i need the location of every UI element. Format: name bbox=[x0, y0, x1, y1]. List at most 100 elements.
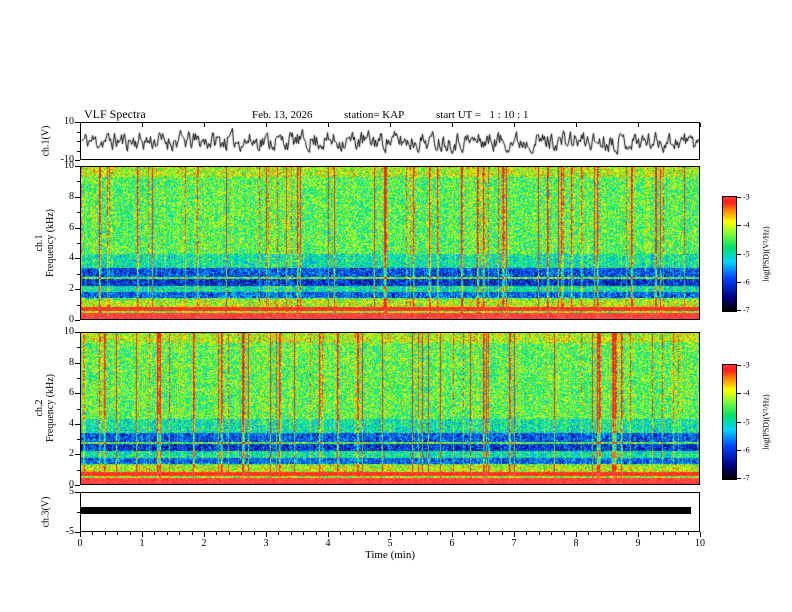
y-tick-label: 0 bbox=[69, 478, 74, 490]
x-major-tick-mark bbox=[638, 532, 639, 537]
x-minor-tick-mark bbox=[167, 532, 168, 535]
y-minor-tick-mark bbox=[77, 409, 80, 410]
colorbar-tick-label: -7 bbox=[743, 473, 750, 483]
y-major-tick-mark bbox=[75, 424, 80, 425]
x-major-tick-mark bbox=[390, 532, 391, 537]
colorbar-tick-label: -5 bbox=[743, 417, 750, 427]
ch1-frequency-label: Frequency (kHz) bbox=[45, 208, 56, 278]
colorbar-tick-mark bbox=[737, 422, 741, 423]
ch2-channel-label: ch.2 bbox=[34, 399, 45, 417]
header-station: station= KAP bbox=[344, 109, 405, 121]
y-minor-tick-mark bbox=[77, 212, 80, 213]
ch1-waveform-panel bbox=[80, 122, 700, 160]
y-major-tick-mark bbox=[75, 485, 80, 486]
ch3-voltage-axis-label: ch.3(V) bbox=[40, 496, 52, 528]
x-minor-tick-mark bbox=[650, 532, 651, 535]
y-major-tick-mark bbox=[75, 197, 80, 198]
ch1-spectrogram-plot bbox=[81, 167, 699, 319]
colorbar-tick-label: -4 bbox=[743, 220, 750, 230]
x-tick-label: 3 bbox=[263, 538, 269, 549]
ch1-waveform-plot bbox=[81, 123, 699, 159]
x-minor-tick-mark bbox=[117, 532, 118, 535]
x-minor-tick-mark bbox=[464, 532, 465, 535]
x-minor-tick-mark bbox=[675, 532, 676, 535]
x-minor-tick-mark bbox=[502, 532, 503, 535]
colorbar-ch1 bbox=[722, 196, 737, 312]
y-major-tick-mark bbox=[75, 289, 80, 290]
ch3-saturated-signal bbox=[81, 507, 691, 514]
colorbar-tick-label: -6 bbox=[743, 277, 750, 287]
x-minor-tick-mark bbox=[340, 532, 341, 535]
x-minor-tick-mark bbox=[92, 532, 93, 535]
header-start-ut: start UT = 1 : 10 : 1 bbox=[436, 109, 529, 121]
x-minor-tick-mark bbox=[192, 532, 193, 535]
x-minor-tick-mark bbox=[105, 532, 106, 535]
x-tick-label: 7 bbox=[511, 538, 517, 549]
y-tick-label: 4 bbox=[69, 417, 74, 429]
x-minor-tick-mark bbox=[601, 532, 602, 535]
x-major-tick-mark bbox=[266, 532, 267, 537]
x-major-tick-mark bbox=[638, 123, 639, 127]
ch1-spectrogram-panel bbox=[80, 166, 700, 320]
y-major-tick-mark bbox=[75, 228, 80, 229]
colorbar-tick-mark bbox=[737, 478, 741, 479]
y-major-tick-mark bbox=[75, 122, 80, 123]
x-minor-tick-mark bbox=[427, 532, 428, 535]
y-minor-tick-mark bbox=[77, 439, 80, 440]
x-tick-label: 5 bbox=[387, 538, 393, 549]
x-minor-tick-mark bbox=[551, 532, 552, 535]
x-tick-label: 9 bbox=[635, 538, 641, 549]
colorbar-tick-mark bbox=[737, 310, 741, 311]
x-major-tick-mark bbox=[142, 532, 143, 537]
x-minor-tick-mark bbox=[316, 532, 317, 535]
y-major-tick-mark bbox=[75, 332, 80, 333]
colorbar-ch2-gradient bbox=[723, 365, 736, 479]
colorbar-tick-mark bbox=[737, 225, 741, 226]
y-major-tick-mark bbox=[75, 160, 80, 161]
x-minor-tick-mark bbox=[588, 532, 589, 535]
y-major-tick-mark bbox=[75, 320, 80, 321]
y-major-tick-mark bbox=[75, 532, 80, 533]
x-major-tick-mark bbox=[452, 532, 453, 537]
x-minor-tick-mark bbox=[613, 532, 614, 535]
ch1-frequency-axis-label: ch.1 Frequency (kHz) bbox=[34, 209, 56, 277]
x-minor-tick-mark bbox=[539, 532, 540, 535]
colorbar-tick-label: -3 bbox=[743, 360, 750, 370]
x-minor-tick-mark bbox=[291, 532, 292, 535]
colorbar-ch2 bbox=[722, 364, 737, 480]
colorbar-ch1-axis-label: log(PSD)(V²/Hz) bbox=[761, 226, 771, 282]
y-tick-label: 8 bbox=[69, 356, 74, 368]
y-major-tick-mark bbox=[75, 363, 80, 364]
y-major-tick-mark bbox=[75, 393, 80, 394]
y-tick-label: 10 bbox=[64, 159, 74, 171]
x-minor-tick-mark bbox=[154, 532, 155, 535]
ch1-voltage-axis-label: ch.1(V) bbox=[40, 125, 52, 157]
x-major-tick-mark bbox=[80, 123, 81, 127]
y-minor-tick-mark bbox=[77, 243, 80, 244]
colorbar-tick-label: -4 bbox=[743, 388, 750, 398]
y-tick-label: -5 bbox=[65, 525, 74, 537]
ch2-frequency-axis-label: ch.2 Frequency (kHz) bbox=[34, 374, 56, 442]
x-tick-label: 6 bbox=[449, 538, 455, 549]
x-major-tick-mark bbox=[452, 123, 453, 127]
y-minor-tick-mark bbox=[77, 512, 80, 513]
y-tick-label: 2 bbox=[69, 282, 74, 294]
x-minor-tick-mark bbox=[278, 532, 279, 535]
x-minor-tick-mark bbox=[229, 532, 230, 535]
x-minor-tick-mark bbox=[564, 532, 565, 535]
x-minor-tick-mark bbox=[526, 532, 527, 535]
ch1-channel-label: ch.1 bbox=[34, 234, 45, 252]
x-major-tick-mark bbox=[576, 532, 577, 537]
y-minor-tick-mark bbox=[77, 378, 80, 379]
x-major-tick-mark bbox=[700, 123, 701, 127]
ch2-frequency-label: Frequency (kHz) bbox=[45, 373, 56, 443]
x-minor-tick-mark bbox=[254, 532, 255, 535]
x-minor-tick-mark bbox=[378, 532, 379, 535]
y-tick-label: 10 bbox=[64, 115, 74, 127]
y-tick-label: 10 bbox=[64, 325, 74, 337]
colorbar-tick-mark bbox=[737, 254, 741, 255]
y-minor-tick-mark bbox=[77, 151, 80, 152]
x-major-tick-mark bbox=[514, 123, 515, 127]
x-minor-tick-mark bbox=[216, 532, 217, 535]
